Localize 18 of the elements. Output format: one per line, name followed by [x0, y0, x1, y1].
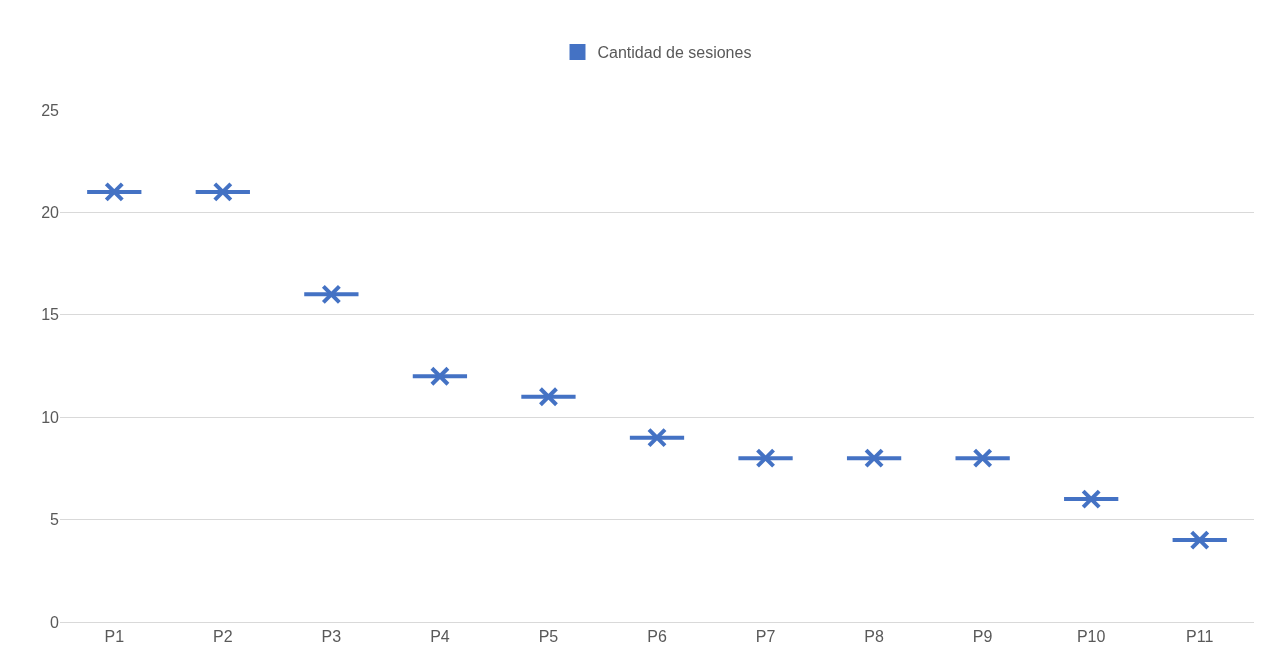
- x-tick-label: P1: [104, 628, 125, 646]
- x-tick-label: P3: [321, 628, 342, 646]
- y-tick-label: 20: [41, 204, 60, 221]
- legend-label: Cantidad de sesiones: [597, 44, 752, 62]
- x-tick-label: P10: [1076, 628, 1106, 646]
- y-tick-label: 15: [41, 306, 60, 324]
- x-tick-label: P7: [755, 628, 776, 646]
- x-tick-label: P8: [864, 628, 884, 646]
- x-tick-label: P2: [213, 628, 233, 646]
- y-tick-label: 25: [41, 101, 60, 119]
- x-tick-label: P4: [430, 628, 450, 646]
- y-tick-label: 10: [41, 408, 60, 426]
- x-tick-label: P5: [538, 628, 559, 646]
- x-tick-label: P11: [1186, 628, 1214, 646]
- y-tick-label: 5: [50, 511, 60, 529]
- y-tick-label: 0: [50, 613, 60, 631]
- x-tick-label: P6: [647, 628, 667, 646]
- x-tick-label: P9: [972, 628, 993, 646]
